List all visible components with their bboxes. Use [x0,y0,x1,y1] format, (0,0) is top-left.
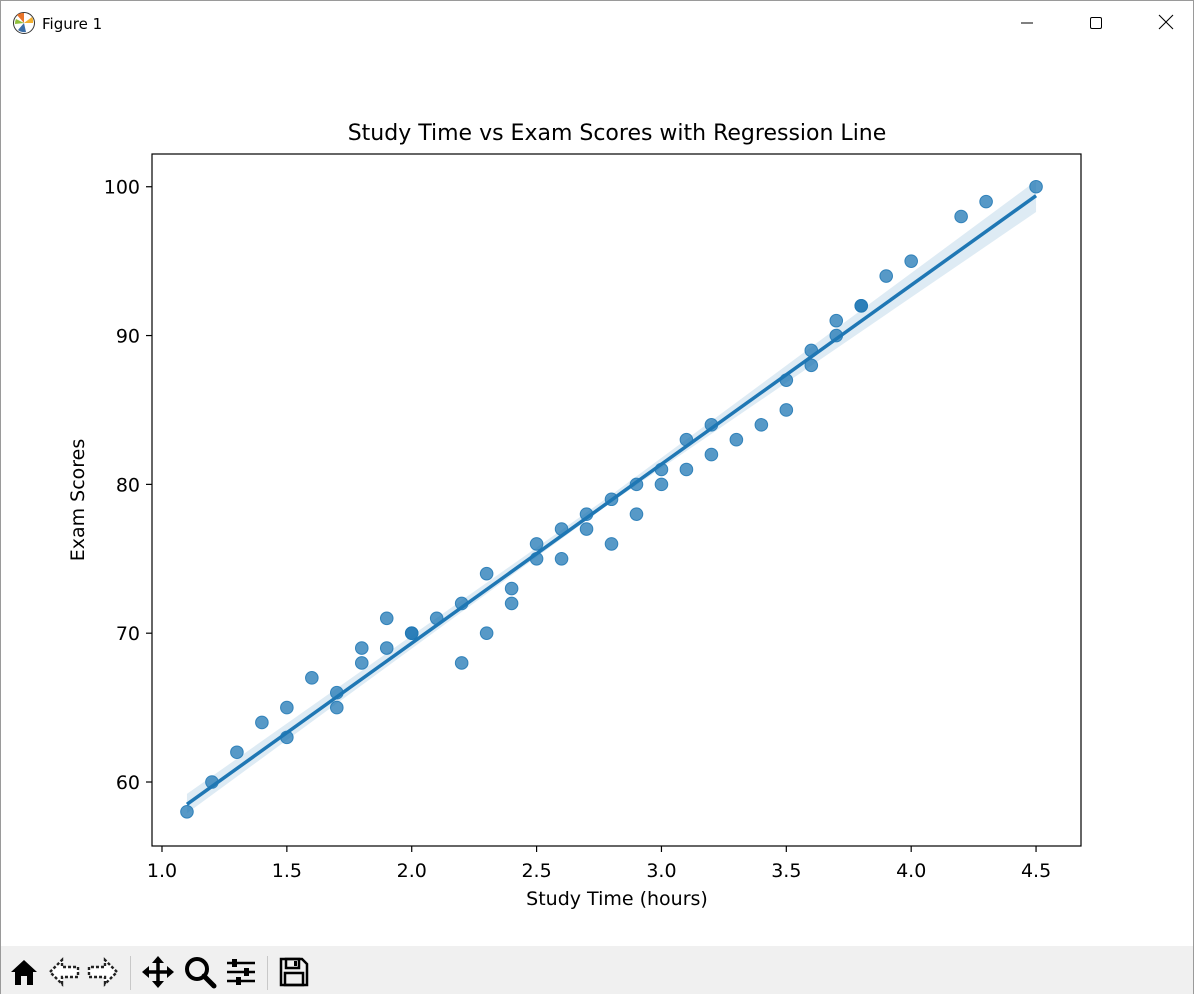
scatter-point [529,551,544,566]
scatter-point [679,432,694,447]
scatter-point [280,730,294,745]
toolbar-separator [130,956,131,990]
close-button[interactable] [1131,1,1194,47]
scatter-point [604,537,619,551]
scatter-point [404,626,419,640]
y-tick-label: 90 [116,326,140,348]
scatter-point [554,551,569,566]
maximize-icon [1089,15,1103,34]
scatter-point [379,611,394,626]
y-axis-label: Exam Scores [67,439,89,562]
y-tick-label: 60 [116,772,140,794]
scatter-point [654,462,669,477]
chart-title: Study Time vs Exam Scores with Regressio… [348,121,887,146]
forward-button[interactable] [83,954,123,994]
scatter-point [629,477,644,492]
scatter-point [904,254,918,268]
scatter-point [529,537,544,551]
zoom-button[interactable] [180,954,220,994]
scatter-point [255,715,269,730]
scatter-point [330,700,344,715]
scatter-point [704,418,719,432]
scatter-point [629,507,644,521]
scatter-point [504,596,519,611]
x-axis-label: Study Time (hours) [526,888,708,910]
zoom-magnifier-icon [183,955,217,993]
scatter-point [879,269,894,283]
minimize-button[interactable] [992,1,1062,47]
scatter-point [779,403,794,417]
scatter-point [754,418,769,432]
maximize-button[interactable] [1061,1,1131,47]
close-icon [1158,14,1174,34]
scatter-point [479,566,494,581]
navigation-toolbar [1,946,1193,994]
plot-area-frame [151,153,1082,847]
scatter-point [330,685,344,700]
x-tick-label: 1.5 [272,860,302,882]
scatter-point [729,432,744,447]
scatter-point [305,671,319,685]
x-tick-label: 4.0 [896,860,926,882]
scatter-point [479,626,494,640]
matplotlib-logo-icon [12,11,36,35]
back-button[interactable] [44,954,84,994]
scatter-point [829,313,844,328]
toolbar-separator [267,956,268,990]
scatter-point [454,596,469,611]
window-title: Figure 1 [42,15,103,33]
save-floppy-icon [278,956,310,992]
y-tick-label: 80 [116,474,140,496]
back-arrow-icon [48,956,80,992]
scatter-point [804,343,819,358]
scatter-point [280,700,294,715]
scatter-point [454,656,469,670]
x-tick-label: 1.0 [147,860,177,882]
scatter-point [604,492,619,507]
scatter-point [654,477,669,492]
home-button[interactable] [4,954,44,994]
scatter-point [180,804,194,819]
scatter-point [954,209,968,224]
home-icon [8,956,40,992]
scatter-point [230,745,244,760]
scatter-point [429,611,444,626]
y-tick-label: 100 [104,177,140,199]
minimize-icon [1020,15,1034,34]
scatter-point [679,462,694,477]
scatter-point [704,447,719,462]
scatter-point [554,522,569,536]
pan-button[interactable] [138,954,178,994]
y-tick-label: 70 [116,623,140,645]
save-button[interactable] [274,954,314,994]
scatter-point [205,775,219,789]
x-tick-label: 2.0 [397,860,427,882]
x-tick-label: 3.5 [771,860,801,882]
scatter-point [779,373,794,388]
scatter-point [579,522,594,536]
scatter-chart: Study Time vs Exam Scores with Regressio… [1,47,1193,946]
title-bar[interactable]: Figure 1 [1,1,1193,47]
configure-subplots-button[interactable] [221,954,261,994]
scatter-point [854,298,869,313]
pan-move-icon [141,955,175,993]
scatter-point [829,328,844,343]
scatter-point [504,581,519,596]
scatter-point [804,358,819,373]
x-tick-label: 3.0 [646,860,676,882]
scatter-point [1029,179,1043,194]
scatter-point [579,507,594,521]
scatter-point [354,641,369,655]
scatter-point [379,641,394,655]
scatter-point [354,656,369,670]
x-tick-label: 4.5 [1021,860,1051,882]
scatter-point [979,194,993,209]
forward-arrow-icon [87,956,119,992]
configure-subplots-icon [224,955,258,993]
figure-canvas[interactable]: Study Time vs Exam Scores with Regressio… [1,47,1193,946]
x-tick-label: 2.5 [521,860,551,882]
